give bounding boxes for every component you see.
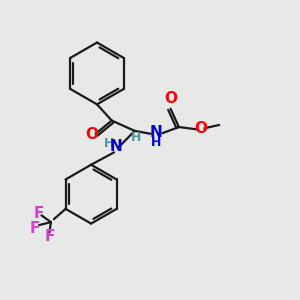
Text: H: H — [151, 136, 162, 149]
Text: F: F — [44, 230, 55, 244]
Text: O: O — [85, 127, 98, 142]
Text: O: O — [164, 92, 177, 106]
Text: N: N — [150, 124, 163, 140]
Text: H: H — [131, 131, 141, 144]
Text: N: N — [109, 139, 122, 154]
Text: O: O — [194, 121, 207, 136]
Text: F: F — [33, 206, 44, 221]
Text: F: F — [29, 220, 40, 236]
Text: H: H — [103, 137, 114, 150]
